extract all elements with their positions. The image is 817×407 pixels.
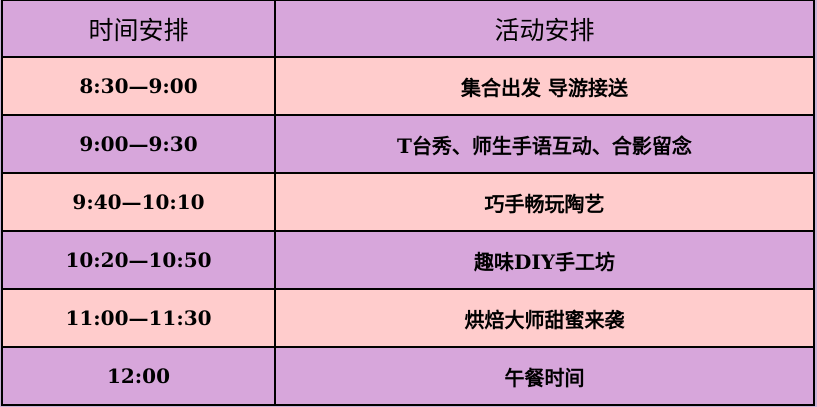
activity-cell: T台秀、师生手语互动、合影留念 xyxy=(274,114,815,174)
time-cell: 11:00—11:30 xyxy=(1,288,276,348)
activity-cell: 集合出发 导游接送 xyxy=(274,56,815,116)
activity-cell: 午餐时间 xyxy=(274,346,815,406)
activity-cell: 巧手畅玩陶艺 xyxy=(274,172,815,232)
table-row: 10:20—10:50 趣味DIY手工坊 xyxy=(1,230,815,290)
activity-cell: 趣味DIY手工坊 xyxy=(274,230,815,290)
time-cell: 9:40—10:10 xyxy=(1,172,276,232)
table-row: 9:40—10:10 巧手畅玩陶艺 xyxy=(1,172,815,232)
table-row: 9:00—9:30 T台秀、师生手语互动、合影留念 xyxy=(1,114,815,174)
table-row: 12:00 午餐时间 xyxy=(1,346,815,406)
time-cell: 9:00—9:30 xyxy=(1,114,276,174)
header-row: 时间安排 活动安排 xyxy=(1,0,815,58)
header-activity: 活动安排 xyxy=(274,0,815,58)
activity-cell: 烘焙大师甜蜜来袭 xyxy=(274,288,815,348)
time-cell: 10:20—10:50 xyxy=(1,230,276,290)
table-row: 8:30—9:00 集合出发 导游接送 xyxy=(1,56,815,116)
header-time: 时间安排 xyxy=(1,0,276,58)
time-cell: 12:00 xyxy=(1,346,276,406)
time-cell: 8:30—9:00 xyxy=(1,56,276,116)
table-row: 11:00—11:30 烘焙大师甜蜜来袭 xyxy=(1,288,815,348)
